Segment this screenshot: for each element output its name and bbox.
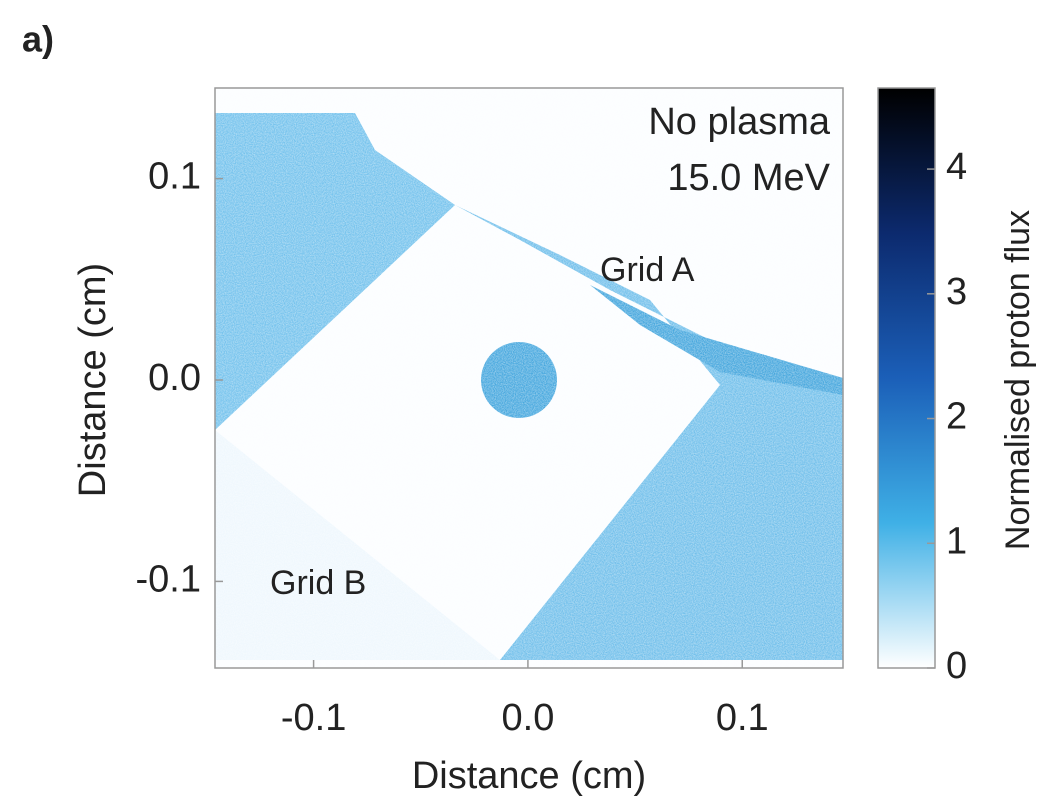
annotation: Grid B: [270, 564, 366, 602]
annotation: Grid A: [600, 251, 695, 289]
colorbar-tick-label: 4: [946, 146, 967, 188]
plot-frame: [214, 87, 844, 669]
x-tick-label: 0.1: [716, 697, 769, 739]
x-tick-label: -0.1: [281, 697, 346, 739]
colorbar: [877, 87, 936, 669]
y-tick-label: 0.1: [148, 156, 201, 198]
annotation: 15.0 MeV: [667, 157, 830, 199]
x-axis-label: Distance (cm): [412, 755, 646, 797]
annotation: No plasma: [648, 101, 830, 143]
colorbar-tick-label: 1: [946, 520, 967, 562]
y-axis-label: Distance (cm): [72, 263, 114, 497]
panel-label: a): [22, 19, 54, 60]
y-tick-label: -0.1: [136, 558, 201, 600]
heatmap-image: [215, 88, 843, 668]
colorbar-label: Normalised proton flux: [999, 210, 1037, 550]
y-tick-label: 0.0: [148, 357, 201, 399]
x-tick-label: 0.0: [502, 697, 555, 739]
colorbar-tick-label: 2: [946, 396, 967, 438]
colorbar-tick-label: 0: [946, 645, 967, 687]
colorbar-tick-label: 3: [946, 271, 967, 313]
